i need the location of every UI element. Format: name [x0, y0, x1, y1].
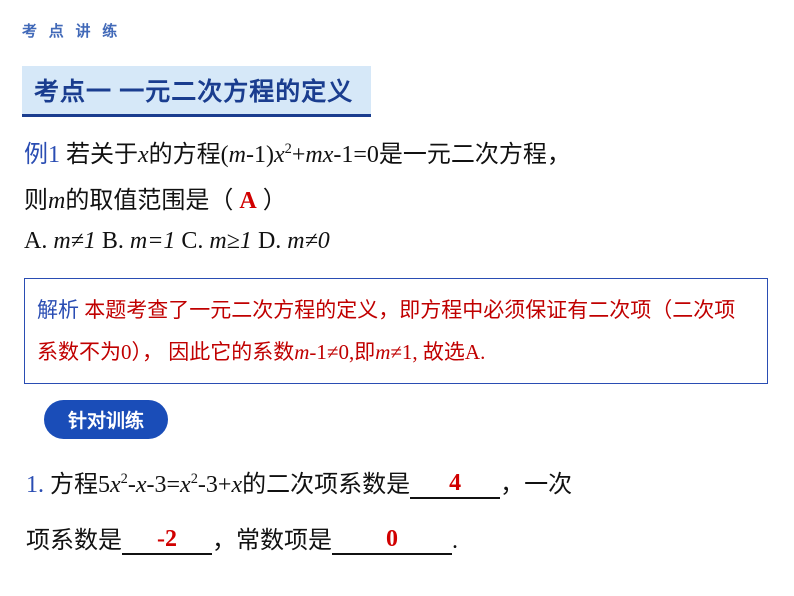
answer-letter: A — [239, 188, 256, 214]
example-prefix: 例1 — [24, 142, 60, 168]
text: 则 — [24, 188, 48, 214]
var-x: x — [136, 472, 147, 498]
var-m: m — [294, 340, 309, 364]
text: -3= — [147, 472, 181, 498]
text: ） — [257, 188, 287, 214]
opt-d-expr: m≠0 — [287, 228, 330, 254]
text: 的取值范围是（ — [65, 188, 239, 214]
q1-line-2: 项系数是 -2 ，常数项是 0. — [26, 520, 458, 555]
text: -3+ — [198, 472, 232, 498]
text: 方程5 — [44, 472, 110, 498]
text: 的方程( — [149, 142, 229, 168]
var-x: x — [110, 472, 121, 498]
q1-line-1: 1. 方程5x2-x-3=x2-3+x的二次项系数是4，一次 — [26, 464, 572, 499]
var-m: m — [48, 188, 65, 214]
topic-title: 考点一 一元二次方程的定义 — [22, 66, 371, 117]
opt-d-label: D. — [252, 228, 287, 254]
opt-b-label: B. — [96, 228, 130, 254]
text: . — [452, 528, 458, 554]
options-row: A. m≠1 B. m=1 C. m≥1 D. m≠0 — [24, 228, 330, 255]
blank-1: 4 — [410, 473, 500, 499]
text: - — [128, 472, 136, 498]
opt-b-expr: m=1 — [130, 228, 176, 254]
analysis-box: 解析 本题考查了一元二次方程的定义，即方程中必须保证有二次项（二次项系数不为0）… — [24, 278, 768, 384]
opt-c-label: C. — [175, 228, 209, 254]
answer-3: 0 — [386, 526, 398, 552]
text: ，常数项是 — [212, 528, 332, 554]
var-x: x — [138, 142, 149, 168]
var-x: x — [274, 142, 285, 168]
answer-2: -2 — [157, 526, 177, 552]
opt-a-expr: m≠1 — [53, 228, 96, 254]
text: -1) — [246, 142, 274, 168]
sup-2: 2 — [285, 141, 292, 157]
analysis-label: 解析 — [37, 298, 79, 322]
q1-number: 1. — [26, 472, 44, 498]
text: ，一次 — [500, 472, 572, 498]
blank-2: -2 — [122, 529, 212, 555]
blank-3: 0 — [332, 529, 452, 555]
analysis-text: -1≠0,即 — [309, 340, 375, 364]
sup-2: 2 — [191, 471, 198, 487]
opt-a-label: A. — [24, 228, 53, 254]
analysis-text: ≠1, 故选A. — [390, 340, 485, 364]
text: 的二次项系数是 — [242, 472, 410, 498]
var-m: m — [229, 142, 246, 168]
var-x: x — [180, 472, 191, 498]
var-mx: mx — [305, 142, 333, 168]
example-line-2: 则m的取值范围是（ A ） — [24, 180, 287, 215]
section-header: 考 点 讲 练 — [22, 20, 121, 41]
var-m: m — [375, 340, 390, 364]
opt-c-expr: m≥1 — [209, 228, 252, 254]
practice-pill: 针对训练 — [44, 400, 168, 439]
text: 项系数是 — [26, 528, 122, 554]
var-x: x — [231, 472, 242, 498]
example-line-1: 例1 若关于x的方程(m-1)x2+mx-1=0是一元二次方程， — [24, 134, 571, 169]
text: + — [292, 142, 306, 168]
text: -1=0是一元二次方程， — [333, 142, 571, 168]
sup-2: 2 — [121, 471, 128, 487]
answer-1: 4 — [449, 470, 461, 496]
text: 若关于 — [60, 142, 138, 168]
